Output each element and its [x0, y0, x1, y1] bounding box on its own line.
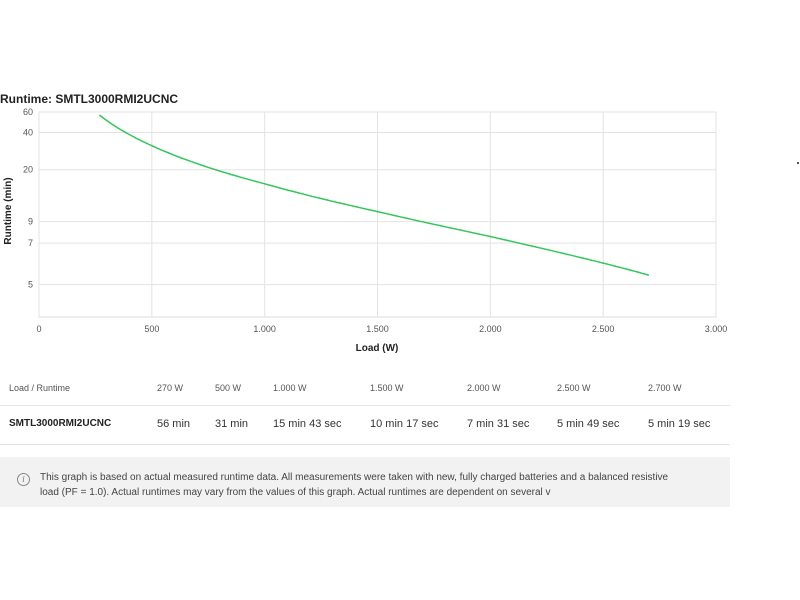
runtime-cell: 15 min 43 sec: [273, 418, 342, 430]
runtime-cell: 7 min 31 sec: [467, 418, 530, 430]
x-tick-label: 500: [144, 324, 159, 334]
x-axis-ticks: 0 500 1.000 1.500 2.000 2.500 3.000: [36, 324, 727, 334]
model-cell: SMTL3000RMI2UCNC: [9, 418, 112, 429]
chart-title: Runtime: SMTL3000RMI2UCNC: [0, 92, 179, 106]
x-tick-label: 0: [36, 324, 41, 334]
table-header-label: Load / Runtime: [9, 383, 71, 393]
disclaimer-panel: i This graph is based on actual measured…: [0, 457, 730, 507]
disclaimer-line: This graph is based on actual measured r…: [40, 472, 669, 483]
x-tick-label: 1.000: [253, 324, 276, 334]
x-tick-label: 2.500: [592, 324, 615, 334]
data-point[interactable]: [376, 210, 379, 213]
runtime-cell: 31 min: [215, 418, 249, 430]
x-axis-title: Load (W): [356, 343, 399, 354]
data-point[interactable]: [151, 144, 153, 147]
table-header-row: Load / Runtime 270 W 500 W 1.000 W 1.500…: [0, 373, 730, 406]
runtime-cell: 5 min 19 sec: [648, 418, 711, 430]
runtime-cell: 56 min: [157, 418, 191, 430]
disclaimer-line: load (PF = 1.0). Actual runtimes may var…: [40, 486, 551, 498]
series-layer: [99, 114, 650, 276]
column-header: 270 W: [157, 383, 184, 393]
grid: [38, 111, 717, 318]
y-tick-label: 20: [23, 165, 33, 175]
column-header: 1.500 W: [370, 383, 404, 393]
column-header: 2.700 W: [648, 383, 682, 393]
column-header: 1.000 W: [273, 383, 307, 393]
runtime-cell: 5 min 49 sec: [557, 418, 620, 430]
column-header: 500 W: [215, 383, 242, 393]
data-point[interactable]: [99, 114, 101, 117]
x-tick-label: 2.000: [479, 324, 502, 334]
data-point[interactable]: [647, 274, 650, 276]
x-tick-label: 1.500: [366, 324, 389, 334]
y-axis-ticks: 60 40 20 9 7 5: [23, 107, 33, 290]
data-point[interactable]: [602, 262, 604, 264]
info-icon: i: [17, 473, 30, 486]
x-tick-label: 3.000: [705, 324, 728, 334]
runtime-series-line: [99, 114, 649, 276]
y-tick-label: 5: [28, 280, 33, 290]
y-tick-label: 9: [28, 217, 33, 227]
disclaimer-text: This graph is based on actual measured r…: [40, 471, 710, 500]
data-point[interactable]: [489, 235, 492, 238]
data-point[interactable]: [263, 183, 266, 185]
column-header: 2.500 W: [557, 383, 591, 393]
column-header: 2.000 W: [467, 383, 501, 393]
y-axis-title: Runtime (min): [3, 177, 14, 244]
runtime-table: Load / Runtime 270 W 500 W 1.000 W 1.500…: [0, 373, 730, 445]
y-tick-label: 7: [28, 238, 33, 248]
edge-mark: [797, 162, 799, 164]
table-row: SMTL3000RMI2UCNC 56 min 31 min 15 min 43…: [0, 406, 730, 445]
y-tick-label: 60: [23, 107, 33, 117]
y-tick-label: 40: [23, 127, 33, 137]
runtime-cell: 10 min 17 sec: [370, 418, 439, 430]
